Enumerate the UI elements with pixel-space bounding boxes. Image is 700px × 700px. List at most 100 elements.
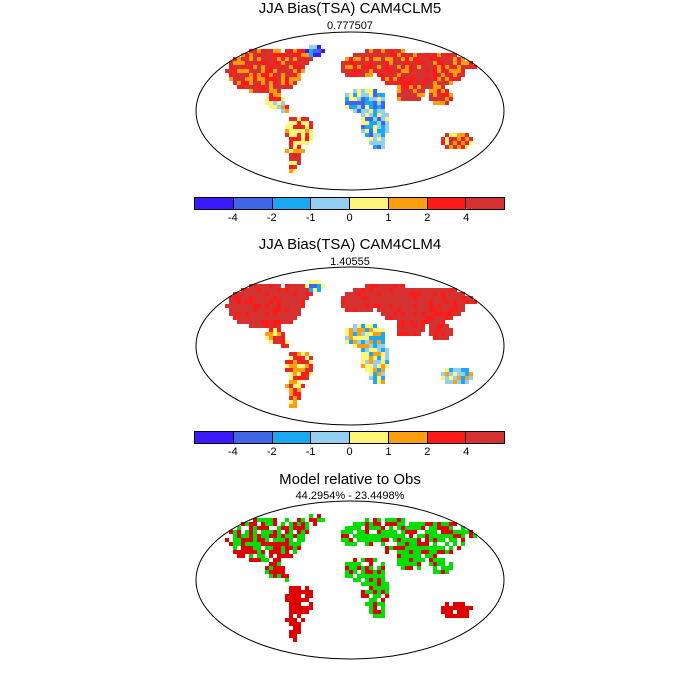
map-grid-cell [361,336,365,340]
map-grid-cell [397,73,401,77]
map-grid-cell [361,348,365,352]
map-grid-cell [357,57,361,61]
map-grid-cell [237,554,241,558]
map-grid-cell [293,384,297,388]
map-grid-cell [281,101,285,105]
map-grid-cell [433,534,437,538]
map-grid-cell [245,308,249,312]
map-grid-cell [237,61,241,65]
map-grid-cell [365,352,369,356]
map-grid-cell [229,65,233,69]
map-grid-cell [253,542,257,546]
map-grid-cell [441,546,445,550]
map-grid-cell [293,594,297,598]
map-grid-cell [397,89,401,93]
map-grid-cell [381,125,385,129]
map-grid-cell [253,308,257,312]
map-grid-cell [273,300,277,304]
map-grid-cell [365,594,369,598]
map-grid-cell [377,356,381,360]
map-grid-cell [309,368,313,372]
map-grid-cell [225,538,229,542]
map-grid-cell [257,324,261,328]
map-grid-cell [233,312,237,316]
map-grid-cell [425,65,429,69]
map-grid-cell [277,292,281,296]
map-grid-cell [273,57,277,61]
map-grid-cell [385,121,389,125]
map-grid-cell [381,105,385,109]
map-grid-cell [253,288,257,292]
map-1-border [195,31,505,191]
map-grid-cell [269,340,273,344]
map-grid-cell [361,570,365,574]
map-grid-cell [281,77,285,81]
map-grid-cell [465,133,469,137]
map-grid-cell [441,566,445,570]
map-grid-cell [385,304,389,308]
map-grid-cell [425,296,429,300]
map-grid-cell [285,308,289,312]
map-grid-cell [289,149,293,153]
map-grid-cell [297,77,301,81]
map-grid-cell [277,93,281,97]
map-grid-cell [357,534,361,538]
map-grid-cell [373,93,377,97]
map-grid-cell [381,300,385,304]
map-grid-cell [301,65,305,69]
map-grid-cell [297,518,301,522]
map-grid-cell [257,518,261,522]
map-grid-cell [317,514,321,518]
map-grid-cell [297,149,301,153]
map-grid-cell [377,594,381,598]
map-grid-cell [413,69,417,73]
map-grid-cell [249,300,253,304]
map-grid-cell [277,546,281,550]
map-grid-cell [289,372,293,376]
map-grid-cell [365,558,369,562]
map-grid-cell [269,288,273,292]
map-grid-cell [445,300,449,304]
map-grid-cell [393,300,397,304]
map-grid-cell [297,360,301,364]
map-grid-cell [281,65,285,69]
map-grid-cell [365,101,369,105]
map-grid-cell [433,61,437,65]
map-grid-cell [377,538,381,542]
map-grid-cell [453,522,457,526]
map-grid-cell [285,360,289,364]
map-grid-cell [361,590,365,594]
map-grid-cell [233,81,237,85]
map-grid-cell [381,141,385,145]
map-grid-cell [281,574,285,578]
map-grid-cell [349,73,353,77]
map-grid-cell [417,546,421,550]
map-grid-cell [289,133,293,137]
map-grid-cell [301,352,305,356]
map-grid-cell [401,546,405,550]
map-grid-cell [465,376,469,380]
map-grid-cell [377,582,381,586]
map-grid-cell [369,121,373,125]
colorbar-1-tick-labels: -4 -2 -1 0 1 2 4 [194,212,505,226]
map-grid-cell [397,538,401,542]
map-grid-cell [353,526,357,530]
map-grid-cell [385,73,389,77]
map-grid-cell [385,550,389,554]
map-grid-cell [369,360,373,364]
map-grid-cell [445,380,449,384]
map-grid-cell [453,53,457,57]
map-grid-cell [369,352,373,356]
map-grid-cell [389,308,393,312]
map-grid-cell [397,288,401,292]
map-grid-cell [385,49,389,53]
map-grid-cell [285,109,289,113]
map-grid-cell [297,368,301,372]
map-grid-cell [361,105,365,109]
map-grid-cell [425,304,429,308]
map-grid-cell [237,526,241,530]
map-grid-cell [301,372,305,376]
map-grid-cell [285,49,289,53]
map-grid-cell [409,85,413,89]
map-grid-cell [357,530,361,534]
